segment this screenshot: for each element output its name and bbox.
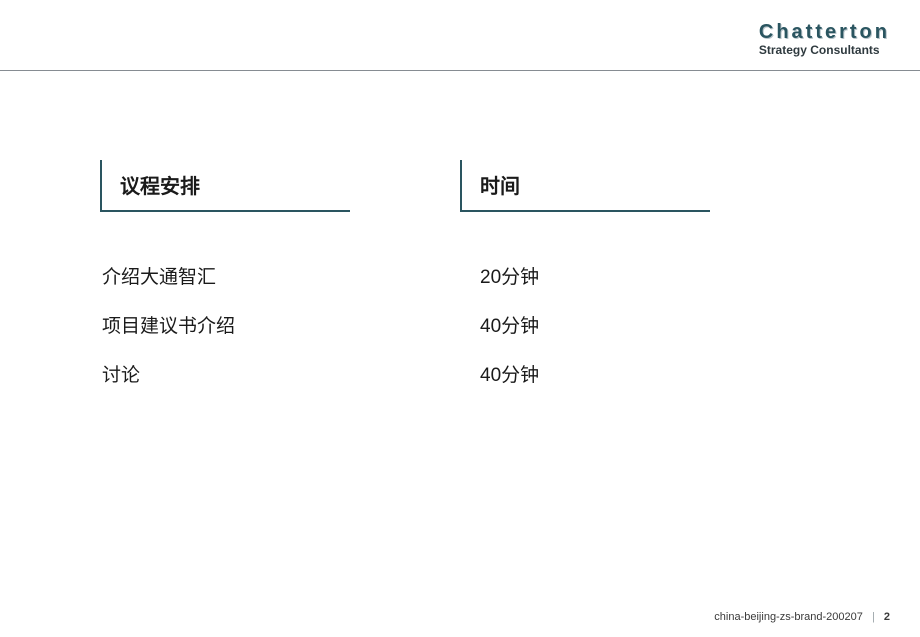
agenda-label: 讨论 bbox=[100, 360, 480, 387]
brand-name: Chatterton bbox=[759, 22, 890, 42]
top-divider bbox=[0, 70, 920, 71]
agenda-label: 介绍大通智汇 bbox=[100, 262, 480, 289]
header-agenda: 议程安排 bbox=[100, 160, 350, 212]
header-time: 时间 bbox=[460, 160, 710, 212]
brand-block: Chatterton Strategy Consultants bbox=[759, 22, 890, 56]
col-left: 议程安排 bbox=[100, 160, 460, 212]
agenda-time: 40分钟 bbox=[480, 360, 680, 387]
agenda-list: 介绍大通智汇 20分钟 项目建议书介绍 40分钟 讨论 40分钟 bbox=[100, 262, 820, 387]
column-headers: 议程安排 时间 bbox=[100, 160, 820, 212]
footer-separator: | bbox=[866, 611, 881, 623]
slide: Chatterton Strategy Consultants 议程安排 时间 … bbox=[0, 0, 920, 637]
slide-footer: china-beijing-zs-brand-200207 | 2 bbox=[714, 611, 890, 623]
agenda-row: 讨论 40分钟 bbox=[100, 360, 820, 387]
agenda-time: 20分钟 bbox=[480, 262, 680, 289]
brand-subtitle: Strategy Consultants bbox=[759, 44, 890, 56]
agenda-label: 项目建议书介绍 bbox=[100, 311, 480, 338]
col-right: 时间 bbox=[460, 160, 740, 212]
footer-page-number: 2 bbox=[884, 611, 890, 623]
agenda-row: 介绍大通智汇 20分钟 bbox=[100, 262, 820, 289]
agenda-row: 项目建议书介绍 40分钟 bbox=[100, 311, 820, 338]
footer-ref: china-beijing-zs-brand-200207 bbox=[714, 611, 863, 623]
agenda-time: 40分钟 bbox=[480, 311, 680, 338]
content-area: 议程安排 时间 介绍大通智汇 20分钟 项目建议书介绍 40分钟 讨论 40分钟 bbox=[100, 160, 820, 409]
